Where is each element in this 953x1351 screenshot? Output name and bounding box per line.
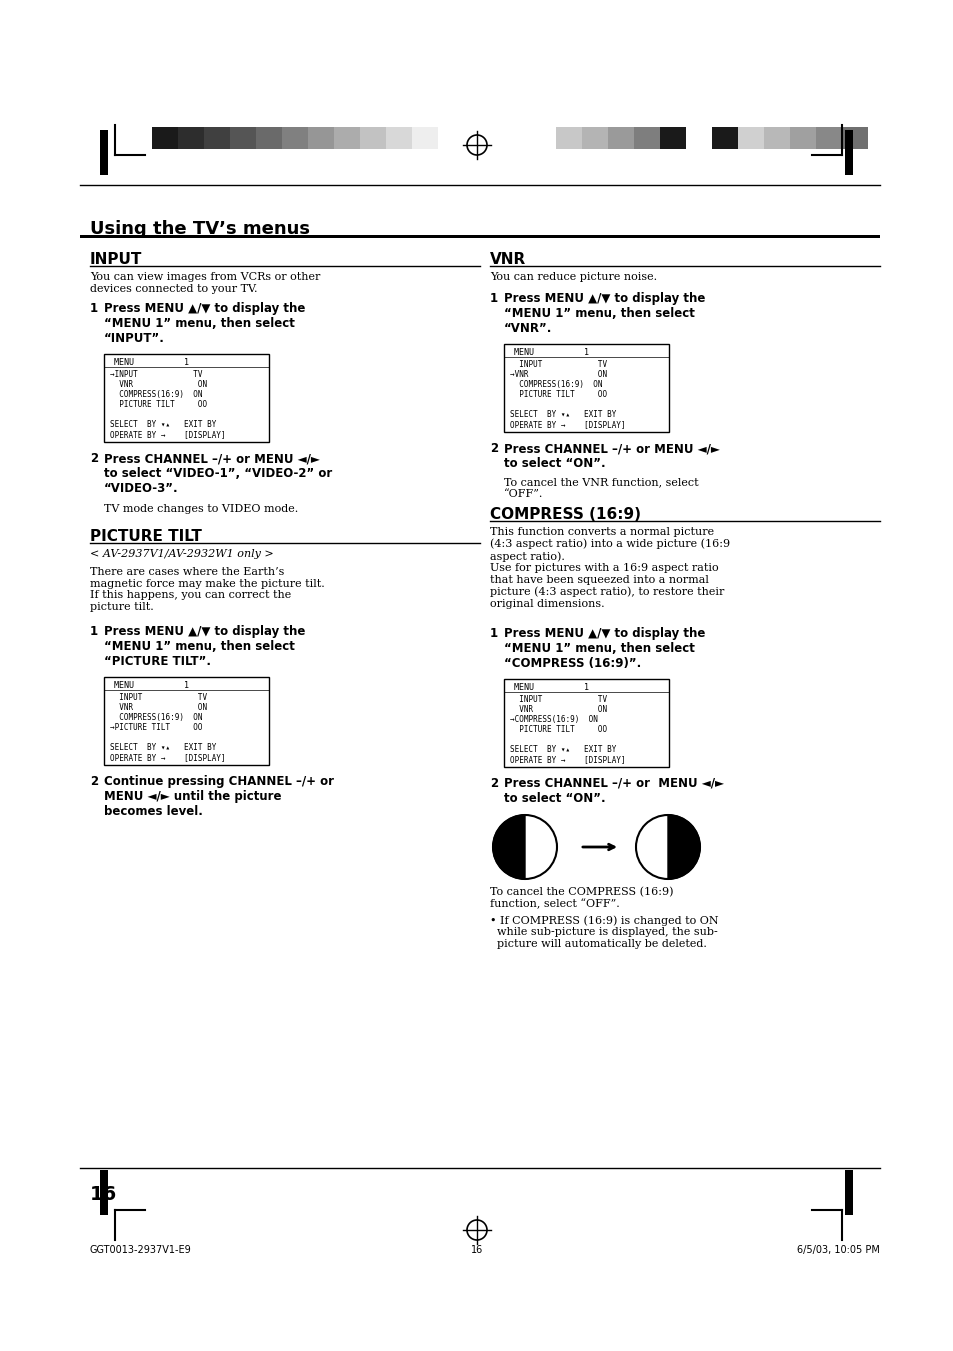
Text: MENU          1: MENU 1 bbox=[514, 349, 588, 357]
Bar bbox=[581, 127, 607, 149]
Bar bbox=[789, 127, 815, 149]
Bar bbox=[308, 127, 334, 149]
Text: 2: 2 bbox=[490, 777, 497, 790]
Text: VNR              ON: VNR ON bbox=[510, 705, 606, 713]
Bar bbox=[204, 127, 230, 149]
Text: 6/5/03, 10:05 PM: 6/5/03, 10:05 PM bbox=[797, 1246, 879, 1255]
Text: MENU          1: MENU 1 bbox=[514, 684, 588, 692]
Text: INPUT            TV: INPUT TV bbox=[110, 693, 207, 703]
Text: There are cases where the Earth’s
magnetic force may make the picture tilt.
If t: There are cases where the Earth’s magnet… bbox=[90, 567, 324, 612]
Text: INPUT: INPUT bbox=[90, 253, 142, 267]
Bar bbox=[738, 127, 763, 149]
Text: SELECT  BY ▾▴   EXIT BY: SELECT BY ▾▴ EXIT BY bbox=[110, 420, 216, 430]
Text: INPUT            TV: INPUT TV bbox=[510, 694, 606, 704]
Text: < AV-2937V1/AV-2932W1 only >: < AV-2937V1/AV-2932W1 only > bbox=[90, 549, 274, 559]
Text: 1: 1 bbox=[490, 292, 497, 305]
Text: COMPRESS(16:9)  ON: COMPRESS(16:9) ON bbox=[510, 380, 602, 389]
Bar bbox=[844, 130, 852, 176]
Text: MENU          1: MENU 1 bbox=[113, 358, 189, 367]
Text: →INPUT            TV: →INPUT TV bbox=[110, 370, 202, 380]
Text: SELECT  BY ▾▴   EXIT BY: SELECT BY ▾▴ EXIT BY bbox=[110, 743, 216, 753]
Text: Continue pressing CHANNEL –/+ or
MENU ◄/► until the picture
becomes level.: Continue pressing CHANNEL –/+ or MENU ◄/… bbox=[104, 775, 334, 817]
Bar bbox=[607, 127, 634, 149]
Text: OPERATE BY →    [DISPLAY]: OPERATE BY → [DISPLAY] bbox=[510, 420, 625, 430]
Bar bbox=[503, 680, 668, 767]
Text: • If COMPRESS (16:9) is changed to ON
  while sub-picture is displayed, the sub-: • If COMPRESS (16:9) is changed to ON wh… bbox=[490, 915, 718, 948]
Text: 16: 16 bbox=[471, 1246, 482, 1255]
Bar bbox=[100, 1170, 108, 1215]
Text: 1: 1 bbox=[90, 626, 98, 638]
Text: COMPRESS (16:9): COMPRESS (16:9) bbox=[490, 507, 640, 521]
Bar bbox=[685, 127, 711, 149]
Bar bbox=[815, 127, 841, 149]
Bar bbox=[711, 127, 738, 149]
Text: 2: 2 bbox=[490, 442, 497, 455]
Text: →COMPRESS(16:9)  ON: →COMPRESS(16:9) ON bbox=[510, 715, 598, 724]
Bar bbox=[763, 127, 789, 149]
Text: Press MENU ▲/▼ to display the
“MENU 1” menu, then select
“PICTURE TILT”.: Press MENU ▲/▼ to display the “MENU 1” m… bbox=[104, 626, 305, 667]
Bar bbox=[634, 127, 659, 149]
Text: You can reduce picture noise.: You can reduce picture noise. bbox=[490, 272, 657, 282]
Bar bbox=[255, 127, 282, 149]
Bar bbox=[844, 1170, 852, 1215]
Text: SELECT  BY ▾▴   EXIT BY: SELECT BY ▾▴ EXIT BY bbox=[510, 409, 616, 419]
Bar bbox=[152, 127, 178, 149]
Text: SELECT  BY ▾▴   EXIT BY: SELECT BY ▾▴ EXIT BY bbox=[510, 744, 616, 754]
Text: OPERATE BY →    [DISPLAY]: OPERATE BY → [DISPLAY] bbox=[110, 430, 226, 439]
Text: VNR              ON: VNR ON bbox=[110, 380, 207, 389]
Bar bbox=[334, 127, 359, 149]
Text: Press CHANNEL –/+ or MENU ◄/►
to select “VIDEO-1”, “VIDEO-2” or
“VIDEO-3”.: Press CHANNEL –/+ or MENU ◄/► to select … bbox=[104, 453, 332, 494]
Text: This function converts a normal picture
(4:3 aspect ratio) into a wide picture (: This function converts a normal picture … bbox=[490, 527, 729, 608]
Text: Press MENU ▲/▼ to display the
“MENU 1” menu, then select
“COMPRESS (16:9)”.: Press MENU ▲/▼ to display the “MENU 1” m… bbox=[503, 627, 704, 670]
Bar bbox=[178, 127, 204, 149]
Text: →VNR               ON: →VNR ON bbox=[510, 370, 606, 380]
Text: PICTURE TILT     OO: PICTURE TILT OO bbox=[510, 390, 606, 399]
Bar bbox=[412, 127, 437, 149]
Text: 2: 2 bbox=[90, 775, 98, 788]
Text: PICTURE TILT     OO: PICTURE TILT OO bbox=[110, 400, 207, 409]
Text: MENU          1: MENU 1 bbox=[113, 681, 189, 690]
Text: OPERATE BY →    [DISPLAY]: OPERATE BY → [DISPLAY] bbox=[110, 753, 226, 762]
Bar bbox=[503, 345, 668, 432]
Bar bbox=[386, 127, 412, 149]
Text: →PICTURE TILT     OO: →PICTURE TILT OO bbox=[110, 723, 202, 732]
Text: PICTURE TILT     OO: PICTURE TILT OO bbox=[510, 725, 606, 734]
Bar bbox=[841, 127, 867, 149]
Text: Press MENU ▲/▼ to display the
“MENU 1” menu, then select
“INPUT”.: Press MENU ▲/▼ to display the “MENU 1” m… bbox=[104, 303, 305, 345]
Text: 1: 1 bbox=[490, 627, 497, 640]
Polygon shape bbox=[667, 815, 700, 880]
Bar bbox=[282, 127, 308, 149]
Bar bbox=[80, 235, 879, 238]
Bar bbox=[104, 354, 269, 442]
Text: Press CHANNEL –/+ or MENU ◄/►
to select “ON”.: Press CHANNEL –/+ or MENU ◄/► to select … bbox=[503, 442, 720, 470]
Text: Using the TV’s menus: Using the TV’s menus bbox=[90, 220, 310, 238]
Bar bbox=[104, 677, 269, 765]
Text: You can view images from VCRs or other
devices connected to your TV.: You can view images from VCRs or other d… bbox=[90, 272, 320, 293]
Bar bbox=[230, 127, 255, 149]
Bar bbox=[359, 127, 386, 149]
Bar bbox=[100, 130, 108, 176]
Text: To cancel the VNR function, select
“OFF”.: To cancel the VNR function, select “OFF”… bbox=[503, 477, 698, 499]
Text: VNR: VNR bbox=[490, 253, 526, 267]
Bar bbox=[659, 127, 685, 149]
Text: OPERATE BY →    [DISPLAY]: OPERATE BY → [DISPLAY] bbox=[510, 755, 625, 765]
Text: Press MENU ▲/▼ to display the
“MENU 1” menu, then select
“VNR”.: Press MENU ▲/▼ to display the “MENU 1” m… bbox=[503, 292, 704, 335]
Text: COMPRESS(16:9)  ON: COMPRESS(16:9) ON bbox=[110, 390, 202, 399]
Text: PICTURE TILT: PICTURE TILT bbox=[90, 530, 202, 544]
Text: VNR              ON: VNR ON bbox=[110, 703, 207, 712]
Bar bbox=[556, 127, 581, 149]
Text: To cancel the COMPRESS (16:9)
function, select “OFF”.: To cancel the COMPRESS (16:9) function, … bbox=[490, 888, 673, 909]
Text: INPUT            TV: INPUT TV bbox=[510, 359, 606, 369]
Text: TV mode changes to VIDEO mode.: TV mode changes to VIDEO mode. bbox=[104, 504, 298, 513]
Text: 1: 1 bbox=[90, 303, 98, 315]
Bar bbox=[437, 127, 463, 149]
Polygon shape bbox=[493, 815, 524, 880]
Text: 2: 2 bbox=[90, 453, 98, 465]
Text: Press CHANNEL –/+ or  MENU ◄/►
to select “ON”.: Press CHANNEL –/+ or MENU ◄/► to select … bbox=[503, 777, 723, 805]
Text: GGT0013-2937V1-E9: GGT0013-2937V1-E9 bbox=[90, 1246, 192, 1255]
Text: COMPRESS(16:9)  ON: COMPRESS(16:9) ON bbox=[110, 713, 202, 721]
Text: 16: 16 bbox=[90, 1185, 117, 1204]
